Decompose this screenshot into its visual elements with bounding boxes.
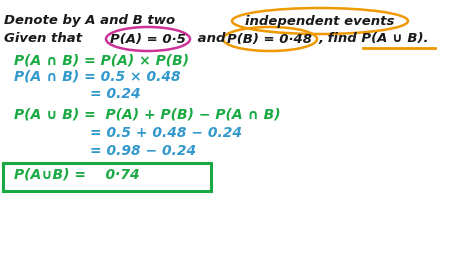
Text: = 0.98 − 0.24: = 0.98 − 0.24: [90, 144, 196, 158]
Text: P(A ∪ B) =  P(A) + P(B) − P(A ∩ B): P(A ∪ B) = P(A) + P(B) − P(A ∩ B): [14, 108, 281, 122]
Text: P(A) = 0·5: P(A) = 0·5: [110, 32, 186, 45]
Text: and: and: [193, 32, 230, 45]
Text: = 0.24: = 0.24: [90, 87, 141, 101]
Text: Given that: Given that: [4, 32, 87, 45]
Text: P(B) = 0·48: P(B) = 0·48: [228, 32, 312, 45]
Text: P(A ∩ B) = 0.5 × 0.48: P(A ∩ B) = 0.5 × 0.48: [14, 70, 181, 84]
Text: P(A ∩ B) = P(A) × P(B): P(A ∩ B) = P(A) × P(B): [14, 53, 189, 67]
Text: P(A∪B) =    0·74: P(A∪B) = 0·74: [14, 168, 140, 182]
Text: independent events: independent events: [246, 15, 395, 27]
Text: Denote by A and B two: Denote by A and B two: [4, 14, 180, 27]
Text: , find P(A ∪ B).: , find P(A ∪ B).: [318, 32, 428, 45]
Text: = 0.5 + 0.48 − 0.24: = 0.5 + 0.48 − 0.24: [90, 126, 242, 140]
